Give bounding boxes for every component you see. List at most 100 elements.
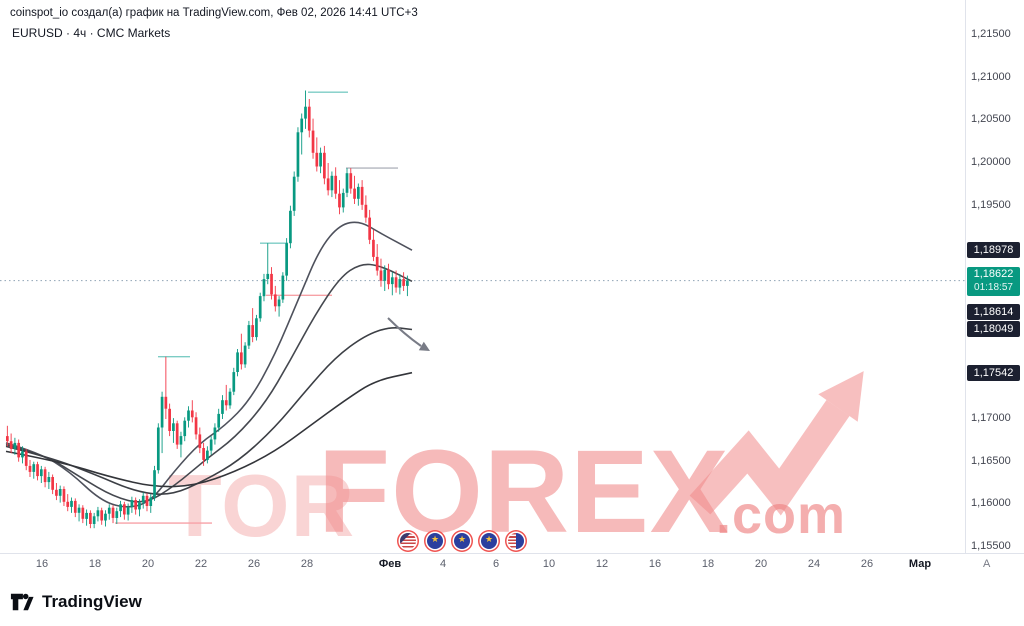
ma-2[interactable] (5, 263, 413, 503)
candle (300, 113, 304, 155)
candle (315, 137, 319, 172)
economic-event-flag-eu[interactable] (454, 533, 470, 549)
ma-4[interactable] (5, 371, 413, 488)
candle (375, 244, 379, 276)
candle (115, 507, 119, 524)
last-price-value: 1,18622 (973, 267, 1014, 280)
candle (338, 180, 341, 215)
candle (51, 474, 54, 495)
economic-event-flag-us-eu[interactable] (508, 533, 524, 549)
price-axis-label: 1,16500 (971, 454, 1011, 467)
candle (228, 388, 232, 409)
candle (304, 90, 307, 129)
candle (24, 448, 28, 471)
candle (255, 314, 258, 341)
candle (58, 485, 62, 503)
candle (251, 308, 255, 343)
candle (179, 431, 183, 458)
tradingview-logo-icon[interactable] (10, 590, 34, 614)
candle (326, 163, 330, 196)
candle (28, 460, 32, 477)
time-axis-label: 24 (807, 558, 821, 570)
candle (21, 446, 24, 464)
candle (149, 494, 153, 513)
candle (96, 506, 100, 522)
candle (270, 267, 273, 300)
candle (247, 320, 251, 349)
candle (6, 425, 9, 447)
candle (100, 507, 104, 525)
time-axis-label: 22 (194, 558, 208, 570)
candle (36, 461, 39, 481)
candle (172, 418, 175, 443)
candle (156, 423, 160, 474)
candle (224, 384, 228, 411)
time-axis[interactable]: 16 18 20 22 26 28 Фев 4 6 10 12 16 18 20 24 26 Мар (0, 554, 965, 576)
candlestick-chart-svg[interactable] (0, 0, 965, 553)
candle (187, 406, 190, 428)
candle (153, 465, 156, 501)
candle (194, 412, 198, 440)
price-axis-label: 1,16000 (971, 497, 1011, 510)
candle (341, 188, 345, 213)
candle (134, 497, 138, 515)
candle (349, 168, 353, 194)
time-axis-label: 6 (492, 558, 500, 570)
candle (372, 229, 375, 262)
candle (202, 442, 205, 466)
candle (81, 505, 85, 524)
candle (160, 391, 164, 454)
candle (107, 504, 111, 520)
time-axis-label: 20 (141, 558, 155, 570)
bar-countdown: 01:18:57 (974, 281, 1013, 293)
candle (92, 512, 96, 529)
ma-1[interactable] (5, 221, 413, 508)
candle (232, 367, 236, 396)
economic-event-flag-eu[interactable] (481, 533, 497, 549)
candle (360, 180, 364, 210)
candle (206, 446, 209, 464)
price-axis-label: 1,15500 (971, 540, 1011, 552)
candle (183, 417, 187, 442)
candle (175, 420, 179, 449)
price-axis-label: 1,19500 (971, 198, 1011, 211)
candle (104, 510, 107, 527)
price-axis-label: 1,17000 (971, 412, 1011, 424)
candle (273, 285, 277, 312)
indicator-value-badge: 1,18049 (967, 321, 1020, 338)
candle (85, 509, 88, 526)
down-arrow-annotation[interactable] (387, 317, 430, 351)
candle (111, 505, 115, 524)
candle (239, 333, 243, 370)
candle (70, 497, 73, 513)
candle (356, 183, 360, 206)
candle (213, 423, 217, 445)
auto-scale-button[interactable]: A (978, 556, 995, 572)
candle (145, 493, 149, 512)
candle (281, 272, 285, 303)
economic-event-flag-us[interactable] (400, 533, 416, 549)
candle (330, 171, 334, 198)
indicator-value-badge: 1,18614 (967, 303, 1020, 320)
price-axis-label: 1,20500 (971, 113, 1011, 126)
candle (311, 118, 315, 159)
candle (292, 171, 296, 216)
candle (345, 168, 349, 198)
economic-event-flag-eu[interactable] (427, 533, 443, 549)
candle (190, 400, 194, 423)
candle (77, 504, 81, 522)
candle (353, 175, 356, 204)
tradingview-logo-text[interactable]: TradingView (42, 592, 142, 611)
symbol-info-text: EURUSD · 4ч · CMC Markets (12, 26, 171, 40)
candle (209, 436, 213, 455)
candle (13, 437, 17, 455)
candle (285, 238, 288, 281)
candle (368, 209, 371, 245)
ma-3[interactable] (5, 327, 413, 495)
chart-plot-area[interactable] (0, 0, 965, 553)
price-axis[interactable]: 1,21500 1,21000 1,20500 1,20000 1,19500 1,170… (965, 0, 1024, 553)
candle (43, 466, 47, 488)
candle (323, 145, 326, 185)
candle (168, 403, 171, 437)
candle (126, 503, 130, 521)
